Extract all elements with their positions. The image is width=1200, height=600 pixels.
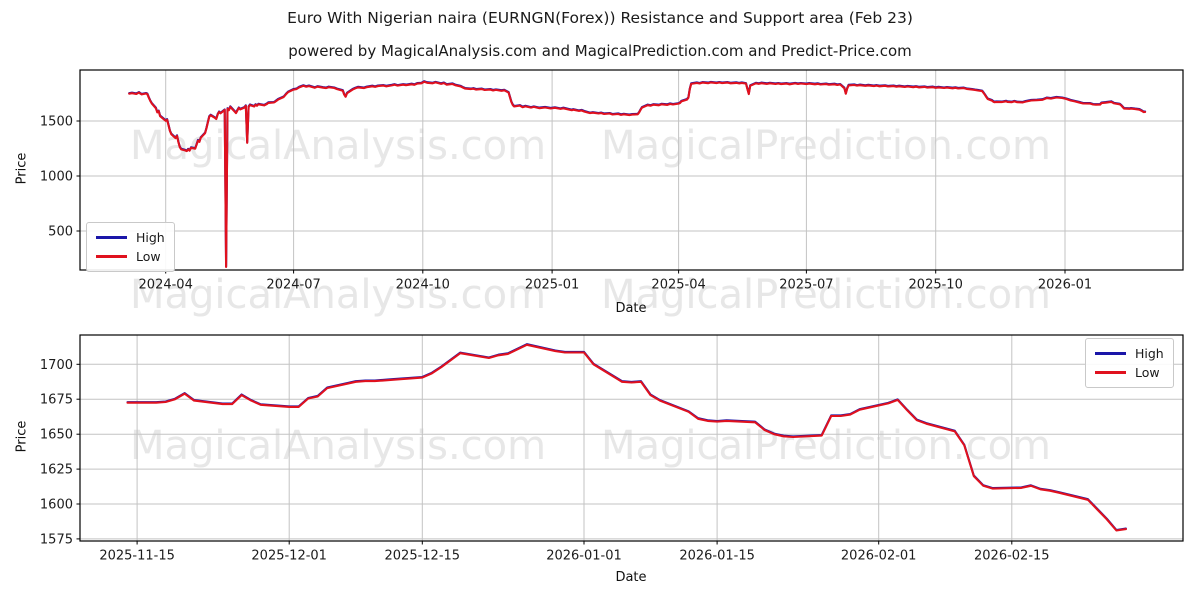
chart-subtitle: powered by MagicalAnalysis.com and Magic…: [288, 42, 912, 60]
price-axis-label-bottom: Price: [14, 420, 30, 453]
watermark-magicalanalysis-2: MagicalAnalysis.com: [130, 272, 547, 318]
legend-label-high: High: [1135, 346, 1164, 361]
legend-item-high: High: [96, 228, 165, 247]
high-line: [128, 80, 1147, 268]
y-tick-label: 1500: [40, 115, 73, 130]
legend-bottom: High Low: [1085, 338, 1174, 388]
high-line-swatch: [96, 236, 127, 239]
chart-title: Euro With Nigerian naira (EURNGN(Forex))…: [287, 9, 913, 27]
watermark-magicalanalysis-3: MagicalAnalysis.com: [130, 423, 547, 469]
y-tick-label: 1625: [40, 463, 73, 478]
watermark-magicalanalysis-1: MagicalAnalysis.com: [130, 123, 547, 169]
x-tick-label: 2025-01: [525, 278, 579, 293]
x-tick-label: 2026-01-15: [679, 549, 755, 564]
plot-border: [79, 334, 1184, 542]
date-axis-label-top: Date: [615, 301, 647, 316]
x-tick-label: 2025-04: [651, 278, 705, 293]
x-tick-label: 2025-10: [909, 278, 963, 293]
low-line: [128, 80, 1147, 269]
low-line: [126, 343, 1127, 532]
low-line-swatch: [1095, 371, 1126, 374]
y-tick-label: 500: [48, 225, 73, 240]
y-tick-label: 1700: [40, 358, 73, 373]
x-tick-label: 2024-07: [266, 278, 320, 293]
x-tick-label: 2025-12-01: [251, 549, 327, 564]
legend-label-low: Low: [1135, 365, 1160, 380]
y-tick-label: 1675: [40, 393, 73, 408]
y-tick-label: 1000: [40, 170, 73, 185]
x-tick-label: 2026-01: [1038, 278, 1092, 293]
price-axis-label-top: Price: [14, 152, 30, 185]
y-tick-label: 1575: [40, 532, 73, 547]
y-tick-label: 1600: [40, 498, 73, 513]
legend-top: High Low: [86, 222, 175, 272]
date-axis-label-bottom: Date: [615, 570, 647, 585]
legend-item-low: Low: [1095, 363, 1164, 382]
x-tick-label: 2026-02-01: [841, 549, 917, 564]
high-line-swatch: [1095, 352, 1126, 355]
legend-label-low: Low: [136, 249, 161, 264]
high-line: [126, 343, 1127, 532]
legend-item-high: High: [1095, 344, 1164, 363]
x-tick-label: 2025-12-15: [385, 549, 461, 564]
x-tick-label: 2024-10: [396, 278, 450, 293]
x-tick-label: 2026-02-15: [974, 549, 1050, 564]
low-line-swatch: [96, 255, 127, 258]
watermark-magicalprediction-1: MagicalPrediction.com: [601, 123, 1051, 169]
legend-item-low: Low: [96, 247, 165, 266]
x-tick-label: 2025-07: [779, 278, 833, 293]
x-tick-label: 2024-04: [139, 278, 193, 293]
plot-border: [79, 69, 1184, 271]
x-tick-label: 2025-11-15: [99, 549, 175, 564]
y-tick-label: 1650: [40, 428, 73, 443]
legend-label-high: High: [136, 230, 165, 245]
watermark-magicalprediction-3: MagicalPrediction.com: [601, 423, 1051, 469]
x-tick-label: 2026-01-01: [546, 549, 622, 564]
watermark-magicalprediction-2: MagicalPrediction.com: [601, 272, 1051, 318]
